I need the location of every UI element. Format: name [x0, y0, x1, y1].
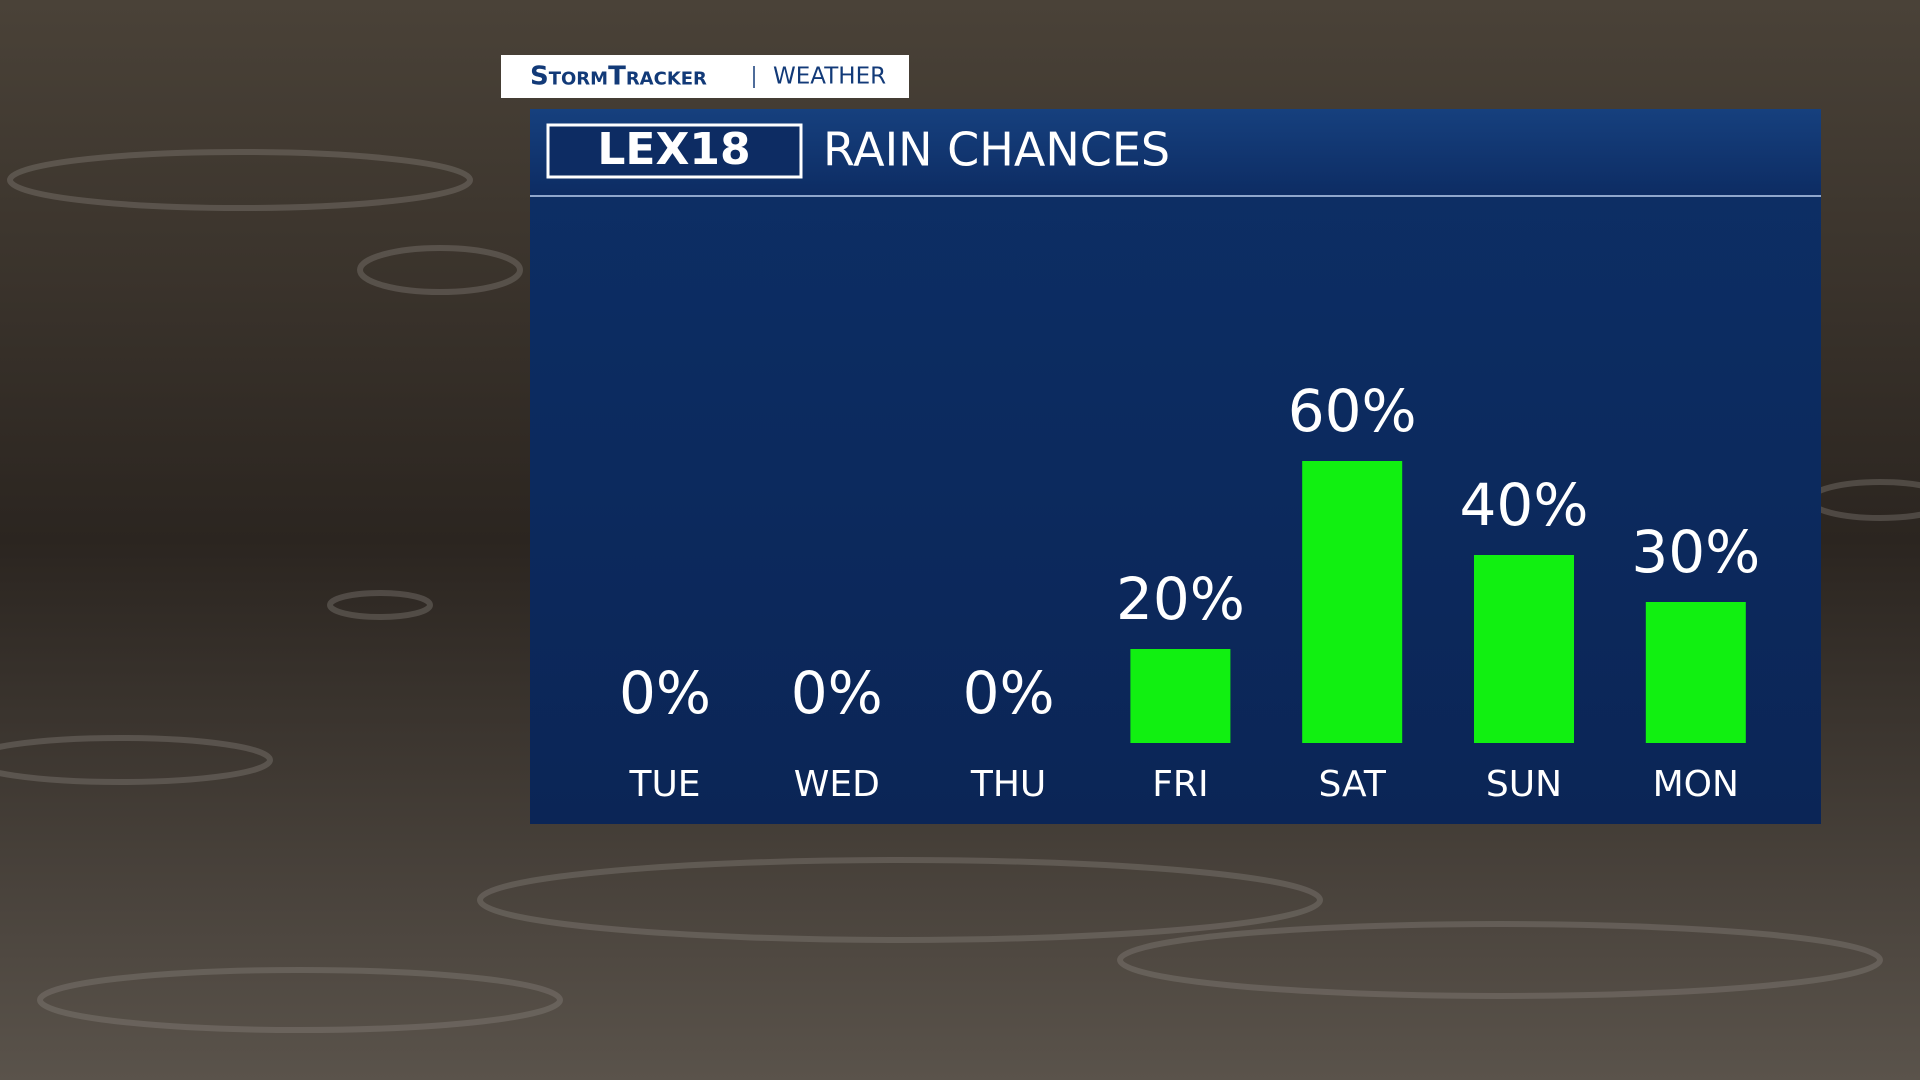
- x-tick-label: SAT: [1319, 764, 1387, 805]
- value-label: 60%: [1288, 377, 1417, 445]
- tab-background: [501, 55, 909, 98]
- value-label: 40%: [1460, 471, 1589, 539]
- section: WEATHER: [773, 64, 886, 90]
- ripples: [0, 149, 1920, 1033]
- bar: [1302, 461, 1403, 743]
- x-tick-label: THU: [970, 764, 1046, 805]
- value-label: 30%: [1631, 518, 1760, 586]
- x-tick-label: TUE: [628, 764, 700, 805]
- value-label: 0%: [963, 659, 1055, 727]
- value-label: 0%: [791, 659, 883, 727]
- x-tick-label: SUN: [1486, 764, 1562, 805]
- brand: StormTracker: [530, 62, 707, 92]
- x-tick-label: WED: [794, 764, 880, 805]
- x-tick-label: FRI: [1152, 764, 1208, 805]
- value-label: 20%: [1116, 565, 1245, 633]
- x-tick-label: MON: [1653, 764, 1739, 805]
- value-label: 0%: [619, 659, 711, 727]
- bar: [1474, 555, 1574, 743]
- logo-frame: [546, 123, 803, 179]
- bar: [1645, 602, 1746, 743]
- logo-text: LEX18: [597, 124, 750, 175]
- logo: LEX18: [546, 123, 803, 179]
- chart-title: RAIN CHANCES: [823, 123, 1170, 177]
- brand-tab: StormTracker WEATHER: [501, 55, 909, 98]
- bar: [1130, 649, 1231, 743]
- plot: 0% TUE 0% WED 0% THU 20% FRI 60% SAT 40% SUN 30% MON: [619, 377, 1760, 805]
